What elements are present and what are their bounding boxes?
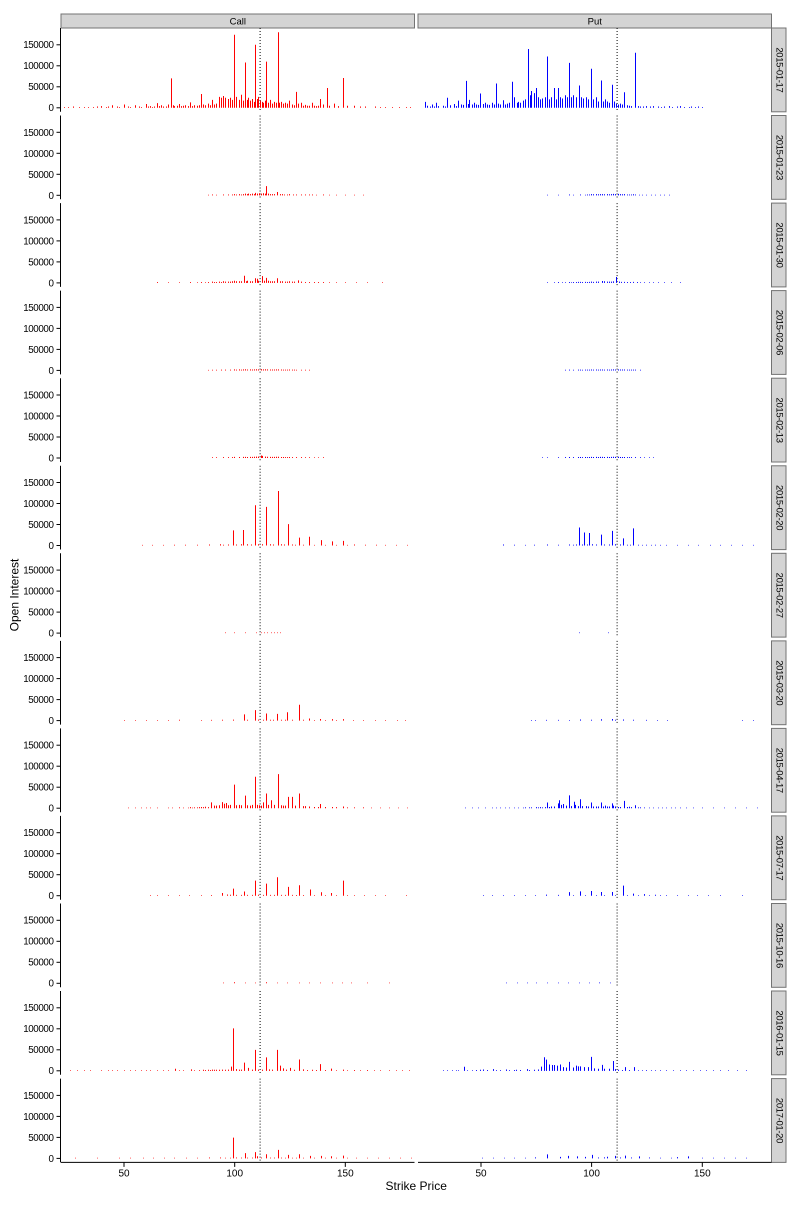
svg-text:0: 0 [48,453,54,464]
svg-text:2015-10-16: 2015-10-16 [773,923,784,968]
svg-text:100000: 100000 [23,674,54,685]
svg-text:2015-04-17: 2015-04-17 [773,748,784,793]
svg-text:100000: 100000 [23,1024,54,1035]
svg-text:2015-02-06: 2015-02-06 [773,310,784,355]
svg-text:100: 100 [226,1168,243,1179]
svg-text:150000: 150000 [23,40,54,51]
svg-text:100000: 100000 [23,411,54,422]
svg-text:50000: 50000 [28,958,54,969]
svg-text:50000: 50000 [28,695,54,706]
svg-text:50: 50 [475,1168,487,1179]
svg-text:Open Interest: Open Interest [8,558,22,631]
svg-text:100: 100 [583,1168,600,1179]
svg-text:2015-07-17: 2015-07-17 [773,835,784,880]
svg-text:150000: 150000 [23,1003,54,1014]
svg-text:150000: 150000 [23,478,54,489]
svg-text:0: 0 [48,191,54,202]
svg-text:0: 0 [48,716,54,727]
svg-text:Strike Price: Strike Price [386,1179,448,1193]
svg-text:2015-02-27: 2015-02-27 [773,573,784,618]
svg-text:0: 0 [48,278,54,289]
svg-text:2015-02-20: 2015-02-20 [773,485,784,530]
svg-text:Put: Put [588,17,603,28]
svg-text:0: 0 [48,541,54,552]
svg-text:50000: 50000 [28,82,54,93]
svg-text:150000: 150000 [23,566,54,577]
svg-text:150000: 150000 [23,303,54,314]
svg-text:150: 150 [337,1168,354,1179]
svg-text:2015-01-17: 2015-01-17 [773,47,784,92]
svg-text:50000: 50000 [28,608,54,619]
svg-text:2015-01-23: 2015-01-23 [773,135,784,180]
svg-text:2017-01-20: 2017-01-20 [773,1098,784,1143]
svg-text:50000: 50000 [28,257,54,268]
svg-text:100000: 100000 [23,61,54,72]
svg-text:150000: 150000 [23,653,54,664]
svg-text:150000: 150000 [23,215,54,226]
svg-text:150000: 150000 [23,390,54,401]
svg-text:150000: 150000 [23,916,54,927]
svg-text:50000: 50000 [28,1133,54,1144]
svg-text:100000: 100000 [23,587,54,598]
svg-text:100000: 100000 [23,1112,54,1123]
svg-text:150: 150 [694,1168,711,1179]
svg-text:0: 0 [48,103,54,114]
svg-text:150000: 150000 [23,828,54,839]
svg-text:0: 0 [48,1154,54,1165]
svg-text:2016-01-15: 2016-01-15 [773,1010,784,1055]
svg-text:50000: 50000 [28,432,54,443]
svg-text:50000: 50000 [28,870,54,881]
svg-text:50: 50 [118,1168,130,1179]
svg-text:100000: 100000 [23,762,54,773]
svg-text:Call: Call [230,17,246,28]
svg-text:150000: 150000 [23,1091,54,1102]
svg-text:0: 0 [48,366,54,377]
svg-text:50000: 50000 [28,520,54,531]
svg-text:50000: 50000 [28,345,54,356]
svg-text:50000: 50000 [28,1045,54,1056]
svg-text:0: 0 [48,979,54,990]
svg-text:0: 0 [48,1066,54,1077]
svg-text:100000: 100000 [23,236,54,247]
svg-text:0: 0 [48,804,54,815]
svg-text:2015-02-13: 2015-02-13 [773,398,784,443]
svg-text:50000: 50000 [28,170,54,181]
svg-text:0: 0 [48,629,54,640]
svg-text:100000: 100000 [23,149,54,160]
svg-text:100000: 100000 [23,937,54,948]
svg-text:2015-01-30: 2015-01-30 [773,222,784,267]
svg-text:100000: 100000 [23,324,54,335]
svg-text:100000: 100000 [23,849,54,860]
svg-text:150000: 150000 [23,741,54,752]
svg-text:2015-03-20: 2015-03-20 [773,660,784,705]
svg-text:150000: 150000 [23,128,54,139]
svg-text:0: 0 [48,891,54,902]
svg-text:50000: 50000 [28,783,54,794]
svg-text:100000: 100000 [23,499,54,510]
